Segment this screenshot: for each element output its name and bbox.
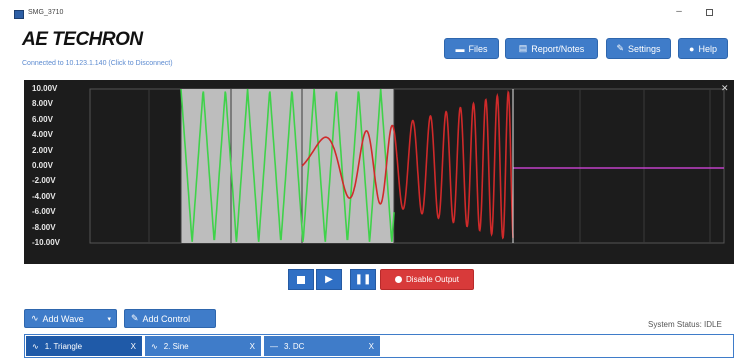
settings-button[interactable]: ✎ Settings xyxy=(606,38,671,59)
y-axis-label: 6.00V xyxy=(32,114,53,124)
question-icon: ● xyxy=(689,43,695,54)
files-label: Files xyxy=(468,43,488,54)
wave-icon: ∿ xyxy=(32,341,39,351)
waveform-plot xyxy=(89,88,725,244)
app-icon xyxy=(14,10,24,19)
wave-icon: ∿ xyxy=(31,313,39,323)
dc-line-icon: — xyxy=(270,341,278,351)
chevron-down-icon: ▾ xyxy=(107,315,111,323)
y-axis-label: -4.00V xyxy=(32,191,56,201)
y-axis-label: -2.00V xyxy=(32,176,56,186)
power-icon xyxy=(395,276,403,283)
waveform-display[interactable]: 10.00V 8.00V 6.00V 4.00V 2.00V 0.00V -2.00V -4.… xyxy=(24,80,734,264)
help-button[interactable]: ● Help xyxy=(678,38,728,59)
stop-button[interactable] xyxy=(288,269,314,290)
tab-dc[interactable]: — 3. DC X xyxy=(264,336,380,356)
close-icon[interactable]: X xyxy=(368,341,374,351)
tab-label: 3. DC xyxy=(284,341,305,351)
wave-icon: ∿ xyxy=(151,341,158,351)
maximize-button[interactable] xyxy=(701,6,717,18)
add-wave-button[interactable]: ∿ Add Wave ▾ xyxy=(24,309,117,328)
tab-sine[interactable]: ∿ 2. Sine X xyxy=(145,336,261,356)
report-notes-button[interactable]: ▤ Report/Notes xyxy=(505,38,598,59)
files-button[interactable]: ▬ Files xyxy=(444,38,499,59)
title-bar: SMG_3710 – xyxy=(0,0,736,22)
system-status: System Status: IDLE xyxy=(648,320,722,329)
connection-link[interactable]: Connected to 10.123.1.140 (Click to Disc… xyxy=(22,60,173,67)
add-wave-label: Add Wave xyxy=(42,313,84,324)
pause-icon: ❚❚ xyxy=(354,274,372,285)
stop-icon xyxy=(297,275,305,284)
wrench-icon: ✎ xyxy=(616,43,624,53)
close-plot-icon[interactable]: ✕ xyxy=(721,83,729,93)
settings-label: Settings xyxy=(628,43,661,54)
help-label: Help xyxy=(698,43,717,54)
wrench-icon: ✎ xyxy=(131,313,139,323)
tab-triangle[interactable]: ∿ 1. Triangle X xyxy=(26,336,142,356)
add-control-label: Add Control xyxy=(142,313,191,324)
play-icon: ▶ xyxy=(325,274,333,285)
plot-frame xyxy=(89,88,725,244)
pause-button[interactable]: ❚❚ xyxy=(350,269,376,290)
close-icon[interactable]: X xyxy=(130,341,136,351)
window-title: SMG_3710 xyxy=(28,9,64,16)
y-axis-label: -8.00V xyxy=(32,222,56,232)
y-axis-label: 10.00V xyxy=(32,84,58,93)
y-axis-label: 2.00V xyxy=(32,145,53,155)
document-icon: ▤ xyxy=(518,43,528,53)
tab-label: 2. Sine xyxy=(163,341,189,351)
add-control-button[interactable]: ✎ Add Control xyxy=(124,309,216,328)
disable-output-label: Disable Output xyxy=(406,275,459,284)
y-axis-label: 4.00V xyxy=(32,130,53,140)
tab-label: 1. Triangle xyxy=(44,341,83,351)
folder-icon: ▬ xyxy=(455,43,465,54)
brand-logo: AE TECHRON xyxy=(22,29,143,50)
minimize-button[interactable]: – xyxy=(676,6,682,17)
y-axis-label: 8.00V xyxy=(32,99,53,109)
sine-wave xyxy=(301,90,514,240)
y-axis-label: -6.00V xyxy=(32,207,56,217)
y-axis-label: -10.00V xyxy=(32,238,61,247)
triangle-wave xyxy=(180,88,395,242)
play-button[interactable]: ▶ xyxy=(316,269,342,290)
report-label: Report/Notes xyxy=(531,43,585,54)
disable-output-button[interactable]: Disable Output xyxy=(380,269,474,290)
y-axis-label: 0.00V xyxy=(32,161,53,170)
close-icon[interactable]: X xyxy=(249,341,255,351)
